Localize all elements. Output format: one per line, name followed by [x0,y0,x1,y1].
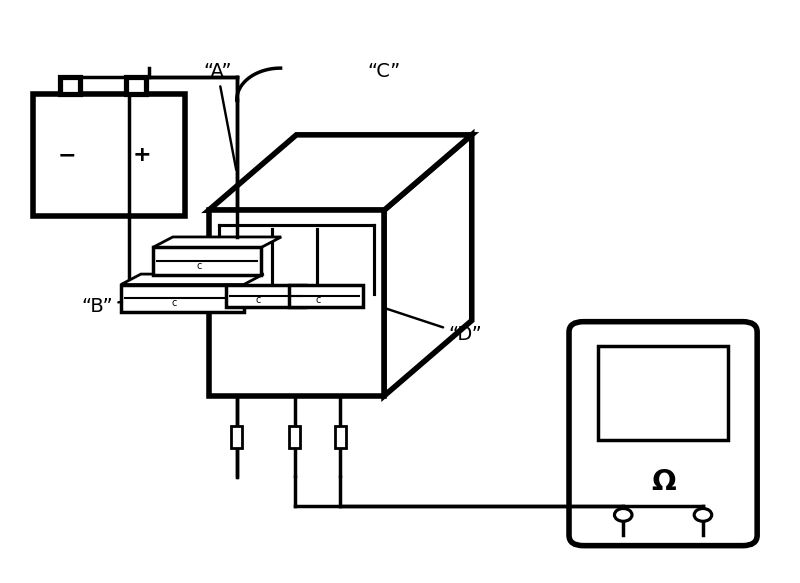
Text: c: c [197,261,202,271]
Text: Ω: Ω [650,468,675,496]
Bar [289,426,300,448]
Text: +: + [133,145,152,165]
Bar [60,77,79,94]
Text: −: − [58,145,76,165]
Polygon shape [226,285,305,307]
Polygon shape [384,135,472,396]
Polygon shape [121,274,264,285]
Polygon shape [209,135,472,210]
Polygon shape [121,285,244,312]
FancyBboxPatch shape [569,322,757,546]
Polygon shape [153,247,262,275]
Text: c: c [255,296,260,305]
Bar [334,426,346,448]
Text: “C”: “C” [367,62,401,81]
Text: c: c [172,298,177,308]
Text: c: c [315,296,321,305]
Text: “B”: “B” [82,297,134,317]
Circle shape [614,508,632,521]
Polygon shape [153,237,282,247]
Circle shape [694,508,712,521]
Text: “A”: “A” [203,62,236,170]
Text: “D”: “D” [350,297,482,344]
Bar [209,210,384,396]
Bar [598,346,729,440]
Bar [126,77,146,94]
Polygon shape [290,285,363,307]
Bar [34,94,185,216]
Bar [231,426,242,448]
